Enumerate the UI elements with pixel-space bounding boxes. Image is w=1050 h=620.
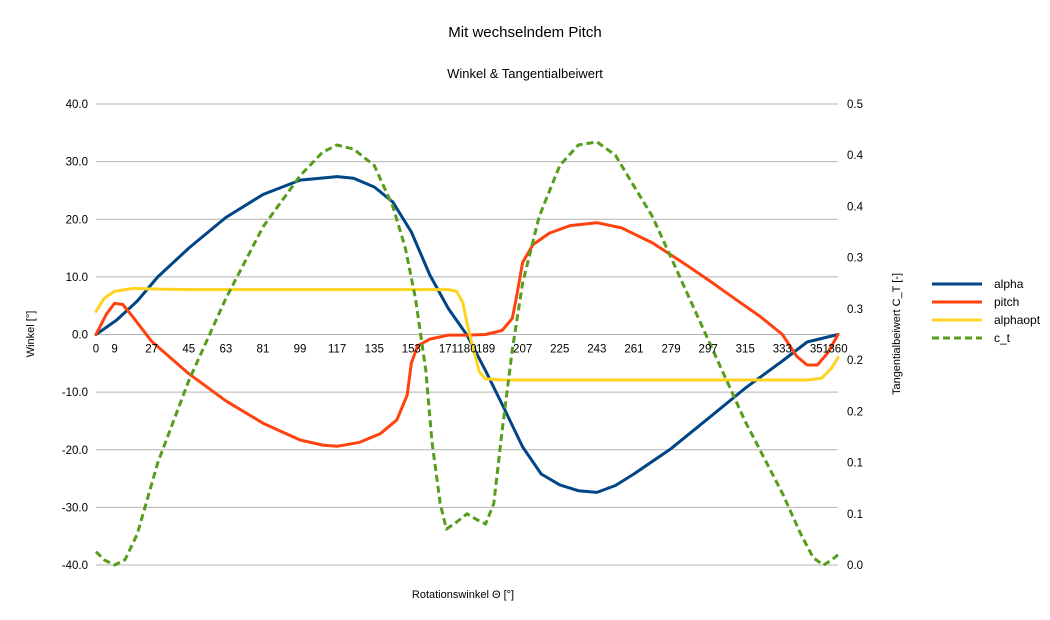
- y2-tick-label: 0.4: [847, 150, 864, 162]
- legend: alpha pitch alphaopt c_t: [932, 277, 1041, 345]
- series-lines: [94, 140, 840, 567]
- legend-label: pitch: [994, 295, 1019, 309]
- x-tick-label: 243: [587, 344, 606, 356]
- x-tick-label: 81: [257, 344, 270, 356]
- x-tick-label: 180: [457, 344, 476, 356]
- x-tick-label: 333: [773, 344, 792, 356]
- chart-subtitle: Winkel & Tangentialbeiwert: [447, 66, 603, 81]
- x-axis-ticks: 0 9 27 45 63 81 99 117 135 153 171 180 189 207 225 243 2…: [93, 344, 848, 356]
- y2-tick-label: 0.3: [847, 253, 863, 265]
- legend-label: alphaopt: [994, 313, 1041, 327]
- y-tick-label: 20.0: [66, 214, 88, 226]
- y-tick-label: 0.0: [72, 330, 88, 342]
- y2-tick-label: 0.1: [847, 509, 863, 521]
- x-tick-label: 153: [402, 344, 421, 356]
- y2-axis-label: Tangentialbeiwert C_T [-]: [891, 273, 903, 395]
- x-tick-label: 360: [828, 344, 847, 356]
- legend-label: c_t: [994, 331, 1011, 345]
- x-tick-label: 189: [476, 344, 495, 356]
- x-tick-label: 261: [624, 344, 643, 356]
- x-tick-label: 279: [661, 344, 680, 356]
- x-tick-label: 117: [328, 344, 346, 356]
- x-tick-label: 225: [550, 344, 569, 356]
- y-tick-label: -20.0: [62, 445, 88, 457]
- chart-title: Mit wechselndem Pitch: [448, 24, 601, 41]
- y-tick-label: -40.0: [62, 560, 88, 572]
- x-tick-label: 0: [93, 344, 99, 356]
- x-tick-label: 27: [145, 344, 158, 356]
- y-tick-label: 10.0: [66, 272, 88, 284]
- y2-tick-label: 0.4: [847, 201, 864, 213]
- y-tick-label: 30.0: [66, 157, 88, 169]
- y2-tick-label: 0.1: [847, 458, 863, 470]
- x-tick-label: 9: [111, 344, 117, 356]
- y2-tick-label: 0.0: [847, 560, 863, 572]
- y-axis-label: Winkel [°]: [25, 311, 37, 358]
- series-line-alphaopt: [94, 286, 840, 382]
- y-tick-label: -10.0: [62, 387, 88, 399]
- right-axis-ticks: 0.0 0.1 0.1 0.2 0.2 0.3 0.3 0.4 0.4 0.5: [847, 99, 864, 572]
- y2-tick-label: 0.5: [847, 99, 863, 111]
- x-tick-label: 171: [439, 344, 458, 356]
- y2-tick-label: 0.2: [847, 406, 863, 418]
- y2-tick-label: 0.3: [847, 304, 863, 316]
- x-tick-label: 351: [810, 344, 829, 356]
- series-line-c_t: [94, 140, 839, 567]
- x-tick-label: 45: [182, 344, 195, 356]
- y-tick-label: 40.0: [66, 99, 88, 111]
- x-tick-label: 315: [736, 344, 755, 356]
- series-line-pitch: [94, 221, 840, 448]
- x-tick-label: 207: [513, 344, 532, 356]
- legend-label: alpha: [994, 277, 1024, 291]
- x-tick-label: 63: [219, 344, 232, 356]
- y-tick-label: -30.0: [62, 502, 88, 514]
- y2-tick-label: 0.2: [847, 355, 863, 367]
- x-axis-label: Rotationswinkel Θ [°]: [412, 589, 514, 601]
- x-tick-label: 297: [699, 344, 718, 356]
- left-axis-ticks: -40.0 -30.0 -20.0 -10.0 0.0 10.0 20.0 30.0 40.0: [62, 99, 88, 572]
- x-tick-label: 99: [294, 344, 307, 356]
- x-tick-label: 135: [365, 344, 384, 356]
